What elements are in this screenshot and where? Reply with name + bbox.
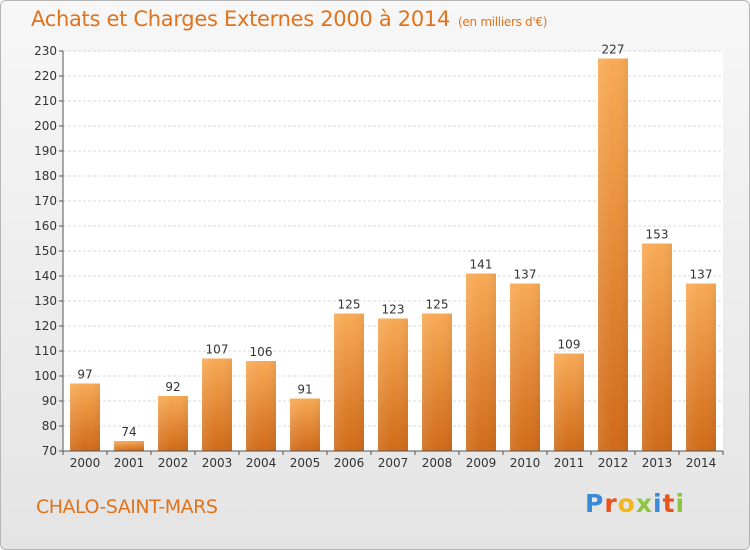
y-tick-label: 130 [34,294,57,308]
logo-letter: t [662,489,676,518]
bar-shade [114,441,144,451]
data-label: 109 [558,338,581,352]
commune-name: CHALO-SAINT-MARS [36,496,218,518]
chart-subtitle: (en milliers d'€) [458,15,548,29]
data-label: 97 [77,368,92,382]
logo-letter: i [675,489,686,518]
data-label: 107 [206,343,229,357]
data-label: 137 [514,268,537,282]
y-tick-label: 140 [34,269,57,283]
logo-letter: o [617,489,636,518]
y-tick-label: 190 [34,144,57,158]
data-label: 153 [646,228,669,242]
x-tick-label: 2008 [422,456,453,470]
y-tick-label: 110 [34,344,57,358]
y-tick-label: 150 [34,244,57,258]
x-tick-label: 2014 [686,456,717,470]
x-axis: 2000 2001 2002 2003 2004 2005 2006 2007 2008 2009… [62,450,724,470]
bar-shade [290,398,320,451]
x-tick-label: 2000 [70,456,101,470]
bar-shade [422,313,452,451]
data-label: 141 [470,258,493,272]
y-tick-label: 220 [34,69,57,83]
y-tick-label: 90 [42,394,57,408]
x-tick-label: 2010 [510,456,541,470]
x-tick-label: 2009 [466,456,497,470]
x-tick-label: 2013 [642,456,673,470]
logo-letter: P [585,489,605,518]
y-tick-label: 120 [34,319,57,333]
logo-letter: i [653,489,663,518]
x-tick-label: 2004 [246,456,277,470]
y-tick-label: 200 [34,119,57,133]
data-label: 123 [382,303,405,317]
x-tick-label: 2003 [202,456,233,470]
logo-letter: x [635,489,653,518]
data-label: 137 [690,268,713,282]
bar-shade [642,243,672,451]
data-label: 106 [250,345,273,359]
bar-shade [598,58,628,451]
data-label: 125 [426,298,449,312]
bar-shade [466,273,496,451]
bar-shade [202,358,232,451]
bars: 97 74 92 107 106 91 125 123 125 141 137 109 227 153 13… [70,43,716,451]
x-tick-label: 2012 [598,456,629,470]
bar-shade [686,283,716,451]
bar-shade [510,283,540,451]
data-label: 227 [602,43,625,57]
chart-title: Achats et Charges Externes 2000 à 2014 (e… [31,7,547,31]
y-tick-label: 80 [42,419,57,433]
bar-shade [70,383,100,451]
x-tick-label: 2011 [554,456,585,470]
y-tick-label: 180 [34,169,57,183]
logo-letter: r [604,489,618,518]
y-tick-label: 70 [42,444,57,458]
x-tick-label: 2001 [114,456,145,470]
data-label: 92 [165,380,180,394]
bar-shade [334,313,364,451]
y-tick-label: 230 [34,44,57,58]
x-tick-label: 2002 [158,456,189,470]
chart-title-text: Achats et Charges Externes 2000 à 2014 [31,7,451,31]
y-tick-label: 170 [34,194,57,208]
data-label: 74 [121,425,136,439]
x-tick-label: 2006 [334,456,365,470]
y-tick-label: 160 [34,219,57,233]
y-tick-label: 100 [34,369,57,383]
bar-shade [554,353,584,451]
bar-shade [158,396,188,451]
data-label: 91 [297,383,312,397]
proxiti-logo: Proxiti [585,489,685,518]
y-tick-label: 210 [34,94,57,108]
bar-shade [246,361,276,451]
y-axis: 70 80 90 100 110 120 130 140 150 160 170 180 190 200 2… [34,44,64,458]
bar-shade [378,318,408,451]
x-tick-label: 2005 [290,456,321,470]
data-label: 125 [338,298,361,312]
x-tick-label: 2007 [378,456,409,470]
